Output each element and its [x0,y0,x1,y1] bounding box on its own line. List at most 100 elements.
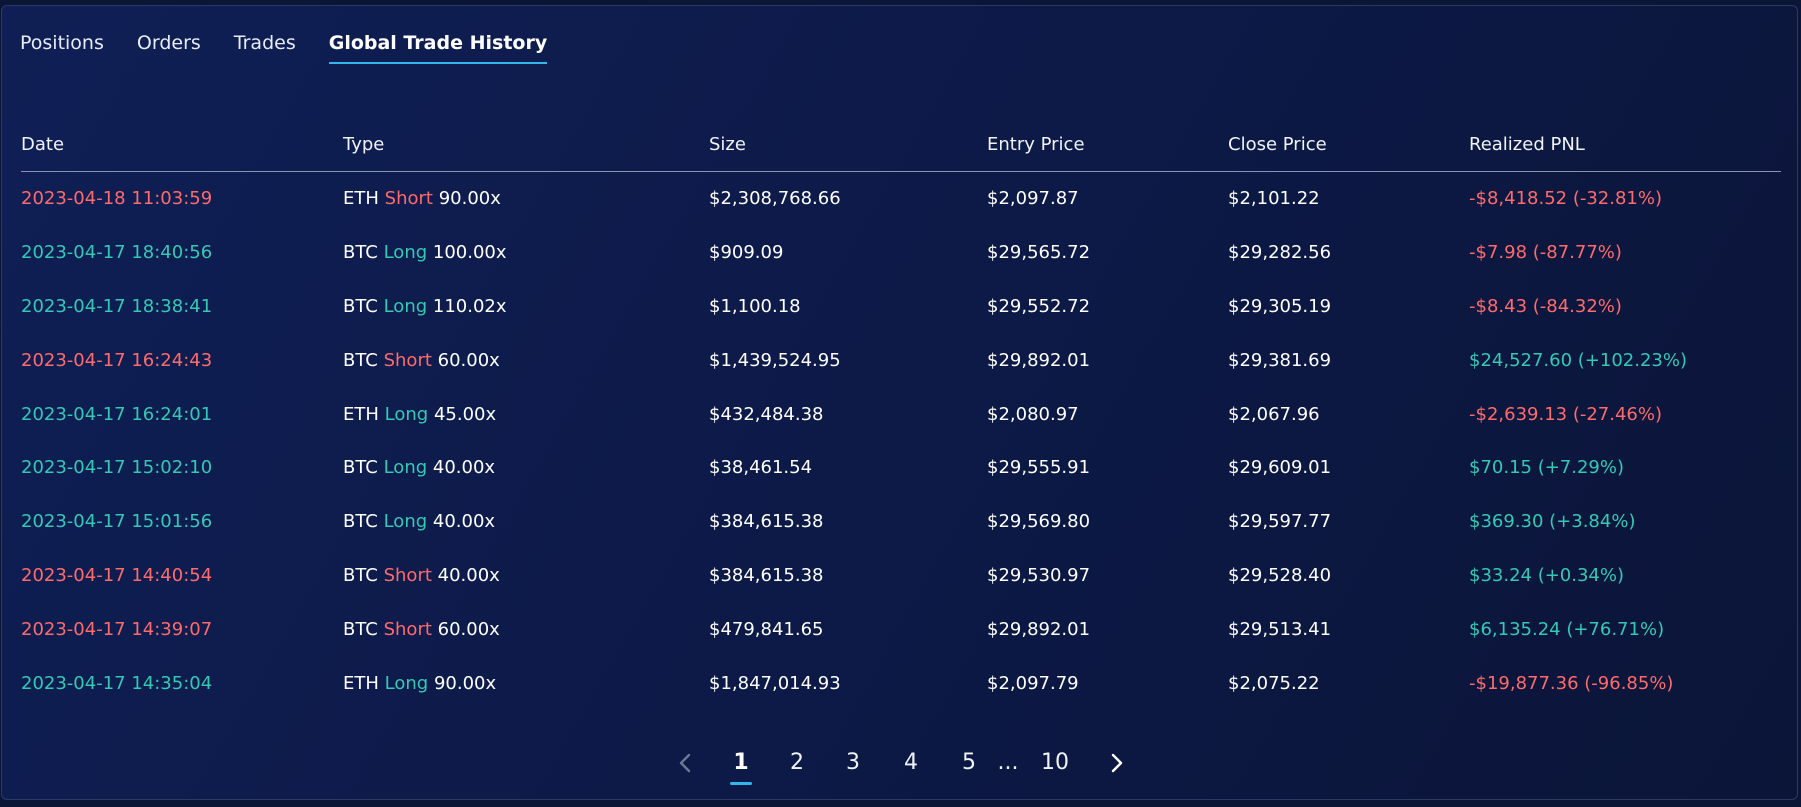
trade-type: BTC Long 40.00x [343,457,709,478]
trade-type: ETH Long 90.00x [343,673,709,694]
trade-realized-pnl: -$8.43 (-84.32%) [1469,295,1622,317]
trade-entry-price: $2,097.79 [987,672,1079,694]
tab-trades[interactable]: Trades [233,32,296,54]
column-header-date: Date [21,134,65,155]
trade-realized-pnl: $6,135.24 (+76.71%) [1469,618,1665,640]
trade-size: $432,484.38 [709,403,824,425]
trade-leverage: 90.00x [438,188,501,210]
trade-entry-price: $29,555.91 [987,457,1091,479]
trade-side: Long [384,403,429,425]
trade-leverage: 110.02x [432,295,507,317]
trade-realized-pnl: -$8,418.52 (-32.81%) [1469,188,1662,210]
trade-history-table: Date Type Size Entry Price Close Price R… [21,128,1781,710]
trade-size: $1,100.18 [709,295,801,317]
trade-realized-pnl: $33.24 (+0.34%) [1469,564,1625,586]
column-header-realized-pnl: Realized PNL [1469,134,1585,155]
page-1-button[interactable]: 1 [723,746,759,780]
trade-asset: BTC [343,295,378,317]
trade-size: $1,847,014.93 [709,672,841,694]
column-header-close-price: Close Price [1228,134,1327,155]
page-4-button[interactable]: 4 [904,750,918,775]
trade-asset: BTC [343,242,378,264]
trade-asset: BTC [343,349,378,371]
trade-leverage: 100.00x [432,242,507,264]
trade-asset: ETH [343,403,379,425]
trade-close-price: $29,528.40 [1228,564,1332,586]
trade-entry-price: $29,565.72 [987,242,1091,264]
trade-type: BTC Long 110.02x [343,296,709,317]
trade-date: 2023-04-17 14:39:07 [21,618,213,640]
trade-date: 2023-04-17 18:38:41 [21,295,213,317]
trade-date: 2023-04-17 14:35:04 [21,672,213,694]
trade-entry-price: $29,530.97 [987,564,1091,586]
trade-realized-pnl: -$2,639.13 (-27.46%) [1469,403,1662,425]
trade-side: Long [383,457,428,479]
trade-side: Short [383,349,432,371]
trade-type: BTC Long 100.00x [343,242,709,263]
table-row: 2023-04-17 15:02:10 BTC Long 40.00x $38,46… [21,441,1781,495]
column-header-entry-price: Entry Price [987,134,1085,155]
table-row: 2023-04-17 16:24:43 BTC Short 60.00x $1,43… [21,333,1781,387]
page-2-button[interactable]: 2 [790,750,804,775]
trade-side: Short [384,188,433,210]
trade-asset: ETH [343,188,379,210]
trade-close-price: $29,513.41 [1228,618,1332,640]
trade-side: Long [383,242,428,264]
tab-positions[interactable]: Positions [20,32,104,54]
trade-type: BTC Short 40.00x [343,565,709,586]
trade-close-price: $2,067.96 [1228,403,1320,425]
trade-close-price: $2,101.22 [1228,188,1320,210]
trade-realized-pnl: $70.15 (+7.29%) [1469,457,1625,479]
table-row: 2023-04-17 15:01:56 BTC Long 40.00x $384,6… [21,495,1781,549]
trade-date: 2023-04-17 16:24:43 [21,349,213,371]
table-row: 2023-04-17 14:40:54 BTC Short 40.00x $384,… [21,549,1781,603]
page-5-button[interactable]: 5 [962,750,976,775]
trade-leverage: 90.00x [433,672,497,694]
tab-orders[interactable]: Orders [136,32,201,54]
trade-entry-price: $29,892.01 [987,349,1091,371]
trade-close-price: $29,609.01 [1228,457,1332,479]
page-3-button[interactable]: 3 [846,750,860,775]
trade-close-price: $2,075.22 [1228,672,1320,694]
pagination-ellipsis: ... [997,750,1019,775]
trade-asset: BTC [343,511,378,533]
trade-leverage: 60.00x [437,618,500,640]
trade-asset: BTC [343,457,378,479]
chevron-left-icon[interactable] [669,746,703,780]
tab-bar: Positions Orders Trades Global Trade His… [20,32,580,64]
trade-size: $38,461.54 [709,457,813,479]
trade-side: Long [384,672,429,694]
trade-size: $2,308,768.66 [709,188,841,210]
trade-close-price: $29,282.56 [1228,242,1332,264]
tab-global-trade-history[interactable]: Global Trade History [328,32,547,64]
trade-date: 2023-04-17 15:01:56 [21,511,213,533]
trade-type: ETH Long 45.00x [343,404,709,425]
trade-size: $384,615.38 [709,511,824,533]
trade-realized-pnl: $369.30 (+3.84%) [1469,511,1636,533]
trade-entry-price: $29,569.80 [987,511,1091,533]
trade-side: Short [383,564,432,586]
trade-size: $909.09 [709,242,784,264]
trade-date: 2023-04-18 11:03:59 [21,188,213,210]
column-header-type: Type [343,134,385,155]
column-header-size: Size [709,134,746,155]
trade-size: $1,439,524.95 [709,349,841,371]
trade-close-price: $29,597.77 [1228,511,1332,533]
trade-type: ETH Short 90.00x [343,188,709,209]
chevron-right-icon[interactable] [1099,746,1133,780]
trade-entry-price: $29,552.72 [987,295,1091,317]
trade-leverage: 40.00x [437,564,500,586]
trade-realized-pnl: -$7.98 (-87.77%) [1469,242,1622,264]
trade-side: Short [383,618,432,640]
trade-leverage: 40.00x [432,511,496,533]
table-row: 2023-04-17 14:35:04 ETH Long 90.00x $1,847… [21,656,1781,710]
trade-history-panel: Positions Orders Trades Global Trade His… [1,5,1798,800]
table-row: 2023-04-17 14:39:07 BTC Short 60.00x $479,… [21,602,1781,656]
trade-date: 2023-04-17 16:24:01 [21,403,213,425]
trade-side: Long [383,295,428,317]
pagination: 1 2 3 4 5 ... 10 [669,746,1133,780]
table-row: 2023-04-18 11:03:59 ETH Short 90.00x $2,30… [21,172,1781,226]
trade-close-price: $29,305.19 [1228,295,1332,317]
trade-side: Long [383,511,428,533]
page-10-button[interactable]: 10 [1041,750,1069,775]
